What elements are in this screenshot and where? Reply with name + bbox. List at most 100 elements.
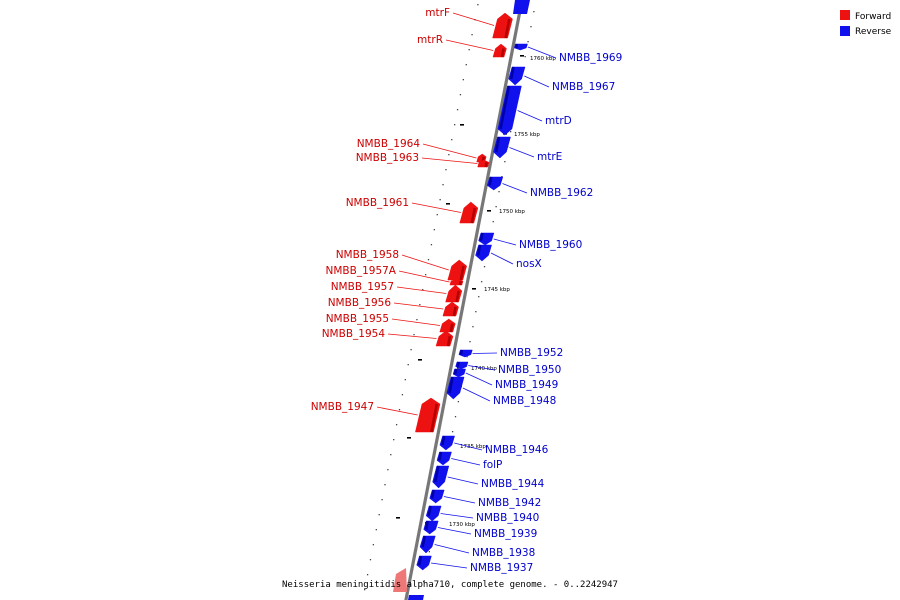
gene-shade xyxy=(421,535,427,548)
leader-line xyxy=(398,270,450,283)
gene-shade xyxy=(417,555,423,566)
gene-label-nmbb-1937[interactable]: NMBB_1937 xyxy=(470,562,533,574)
leader-line xyxy=(452,12,495,26)
leader-line xyxy=(451,458,481,466)
gene-label-nmbb-1942[interactable]: NMBB_1942 xyxy=(478,497,541,509)
gene-label-nmbb-1961[interactable]: NMBB_1961 xyxy=(346,197,409,209)
scale-dot xyxy=(430,244,433,246)
scale-dot xyxy=(364,589,366,591)
gene-label-nmbb-1940[interactable]: NMBB_1940 xyxy=(476,512,539,524)
scale-dot xyxy=(419,304,421,306)
gene-label-nmbb-1957a[interactable]: NMBB_1957A xyxy=(326,265,397,277)
scale-dot xyxy=(416,319,418,321)
scale-dash xyxy=(460,124,464,126)
gene-shade xyxy=(449,323,454,333)
scale-dot xyxy=(366,574,369,576)
gene-label-nmbb-1956[interactable]: NMBB_1956 xyxy=(328,297,392,309)
gene-label-nmbb-1944[interactable]: NMBB_1944 xyxy=(481,478,545,490)
gene-label-nmbb-1962[interactable]: NMBB_1962 xyxy=(530,187,593,199)
gene-label-folp[interactable]: folP xyxy=(483,459,502,471)
legend-reverse-label: Reverse xyxy=(855,27,892,37)
scale-dot xyxy=(398,409,401,411)
scale-dot xyxy=(492,221,494,223)
leader-line xyxy=(440,513,474,519)
gene-label-nmbb-1963[interactable]: NMBB_1963 xyxy=(356,152,419,164)
gene-label-nmbb-1948[interactable]: NMBB_1948 xyxy=(493,395,556,407)
leader-line xyxy=(434,544,470,554)
gene-label-nmbb-1938[interactable]: NMBB_1938 xyxy=(472,547,535,559)
scale-tick xyxy=(472,288,476,290)
gene-label-nmbb-1957[interactable]: NMBB_1957 xyxy=(331,281,394,293)
gene-label-nmbb-1946[interactable]: NMBB_1946 xyxy=(485,444,549,456)
genome-backbone xyxy=(404,0,524,600)
gene-shade xyxy=(488,176,493,186)
scale-tick-label: 1750 kbp xyxy=(499,209,525,215)
gene-shade xyxy=(484,162,488,168)
leader-line xyxy=(527,46,557,59)
scale-dot xyxy=(445,169,447,171)
scale-dot xyxy=(465,64,467,66)
gene-nmbb-1961[interactable] xyxy=(459,201,479,224)
leader-line xyxy=(493,238,517,246)
gene-label-nosx[interactable]: nosX xyxy=(516,258,542,270)
gene-shade xyxy=(504,18,511,39)
gene-label-nmbb-1950[interactable]: NMBB_1950 xyxy=(498,364,561,376)
gene-partial-bottom-forward[interactable] xyxy=(393,568,407,592)
gene-label-nmbb-1952[interactable]: NMBB_1952 xyxy=(500,347,563,359)
leader-line xyxy=(462,387,491,402)
gene-shade xyxy=(499,85,511,130)
gene-shade xyxy=(453,368,458,375)
leader-line xyxy=(502,183,528,194)
leader-line xyxy=(490,252,514,265)
scale-dot xyxy=(384,484,386,486)
scale-dot xyxy=(369,559,372,561)
gene-label-nmbb-1954[interactable]: NMBB_1954 xyxy=(322,328,386,340)
gene-label-nmbb-1964[interactable]: NMBB_1964 xyxy=(357,138,421,150)
gene-shade xyxy=(430,489,435,499)
gene-label-nmbb-1949[interactable]: NMBB_1949 xyxy=(495,379,558,391)
gene-mtrf[interactable] xyxy=(492,12,513,39)
scale-dot xyxy=(524,56,526,58)
gene-label-mtrd[interactable]: mtrD xyxy=(545,115,572,127)
gene-label-mtrf[interactable]: mtrF xyxy=(425,7,450,19)
gene-label-mtrr[interactable]: mtrR xyxy=(417,34,443,46)
leader-line xyxy=(421,157,478,164)
scale-tick xyxy=(487,210,491,212)
leader-line xyxy=(391,318,441,326)
scale-tick xyxy=(520,55,524,57)
gene-label-nmbb-1958[interactable]: NMBB_1958 xyxy=(336,249,399,261)
scale-dot xyxy=(457,401,460,403)
gene-partial-bottom-reverse[interactable] xyxy=(408,595,424,600)
leader-line xyxy=(401,254,449,271)
scale-dot xyxy=(424,274,427,276)
gene-label-mtre[interactable]: mtrE xyxy=(537,151,562,163)
gene-label-nmbb-1939[interactable]: NMBB_1939 xyxy=(474,528,537,540)
scale-dot xyxy=(390,454,392,456)
scale-dot xyxy=(401,394,404,396)
leader-line xyxy=(517,110,543,122)
scale-dash xyxy=(418,359,422,361)
gene-shade xyxy=(427,505,432,517)
gene-partial-top[interactable] xyxy=(513,0,530,14)
gene-mtrd[interactable] xyxy=(497,85,522,136)
gene-shade xyxy=(441,435,446,446)
gene-shade xyxy=(438,451,443,461)
scale-dot xyxy=(404,379,406,381)
gene-nmbb-1947[interactable] xyxy=(415,397,441,433)
scale-tick-label: 1745 kbp xyxy=(484,287,510,293)
gene-label-nmbb-1960[interactable]: NMBB_1960 xyxy=(519,239,582,251)
scale-dot xyxy=(436,214,438,216)
gene-shade xyxy=(470,207,477,224)
scale-dot xyxy=(527,41,529,43)
gene-label-nmbb-1955[interactable]: NMBB_1955 xyxy=(326,313,389,325)
leader-line xyxy=(393,302,444,310)
scale-dot xyxy=(381,499,383,501)
leader-line xyxy=(431,562,468,569)
gene-shade xyxy=(476,244,482,256)
gene-label-nmbb-1947[interactable]: NMBB_1947 xyxy=(311,401,374,413)
scale-dot xyxy=(442,184,444,186)
gene-label-nmbb-1967[interactable]: NMBB_1967 xyxy=(552,81,615,93)
scale-marks: 1760 kbp 1755 kbp 1750 kbp 1745 kbp 1740 kbp… xyxy=(364,4,556,598)
gene-label-nmbb-1969[interactable]: NMBB_1969 xyxy=(559,52,622,64)
scale-dot xyxy=(477,4,479,6)
